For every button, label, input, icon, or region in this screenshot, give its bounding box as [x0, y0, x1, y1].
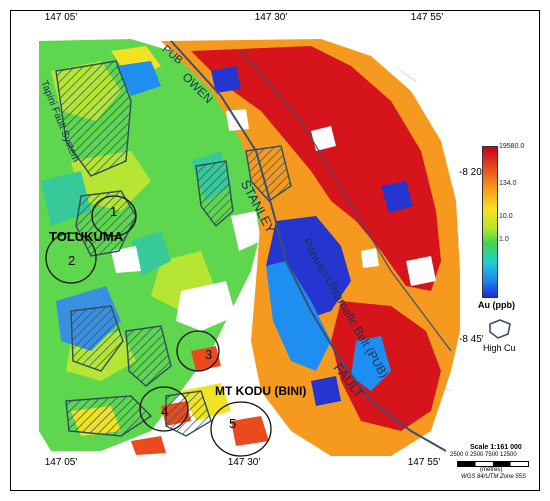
high-cu-polygons — [55, 60, 292, 437]
target-5: 5 — [229, 416, 237, 431]
pub-boundary — [240, 50, 452, 352]
label-mt-kodu: MT KODU (BINI) — [215, 384, 307, 398]
data-gaps — [41, 211, 261, 456]
top-tick-1: 147 05' — [44, 12, 78, 23]
fault-line — [170, 40, 447, 452]
top-tick-2: 147 30' — [254, 12, 288, 23]
yellow-patches-west — [71, 46, 231, 436]
scale-numbers: 2500 0 2500 7500 12500 — [450, 452, 517, 458]
scale-title: Scale 1:161 000 — [470, 444, 522, 451]
target-4: 4 — [161, 404, 169, 419]
label-tolukuma: TOLUKUMA — [49, 229, 124, 244]
bottom-tick-2: 147 30' — [227, 457, 261, 468]
target-1: 1 — [110, 204, 118, 219]
target-2: 2 — [68, 253, 76, 268]
red-zone — [191, 46, 441, 291]
outside-survey — [341, 36, 460, 141]
au-color-scale — [482, 146, 498, 298]
data-gaps-east — [226, 109, 436, 286]
map-frame: 147 05' 147 30' 147 55' 147 05' 147 30' … — [10, 10, 540, 491]
high-cu-legend-icon — [489, 319, 511, 339]
bottom-tick-1: 147 05' — [44, 457, 78, 468]
light-blue-zone — [116, 61, 391, 391]
legend-unit-label: Au (ppb) — [478, 300, 515, 310]
legend-value-2: 134.0 — [499, 180, 517, 187]
yellowgreen-patches — [51, 61, 216, 381]
bottom-tick-3: 147 55' — [407, 457, 441, 468]
red-spots-south — [131, 346, 269, 455]
top-tick-3: 147 55' — [410, 12, 444, 23]
legend-value-3: 10.0 — [499, 213, 513, 220]
scale-unit: (metres) — [480, 467, 503, 473]
legend-high-cu: High Cu — [483, 343, 516, 353]
target-circles — [45, 195, 272, 457]
legend-value-4: 1.0 — [499, 236, 509, 243]
right-tick-2: -8 45' — [459, 334, 484, 345]
right-tick-1: -8 20' — [459, 167, 484, 178]
scale-bar — [457, 461, 529, 467]
geochem-map — [38, 36, 460, 457]
legend-value-1: 19580.0 — [499, 143, 525, 150]
scale-projection: WGS 84/UTM Zone 55S — [461, 474, 527, 480]
target-3: 3 — [205, 347, 213, 362]
